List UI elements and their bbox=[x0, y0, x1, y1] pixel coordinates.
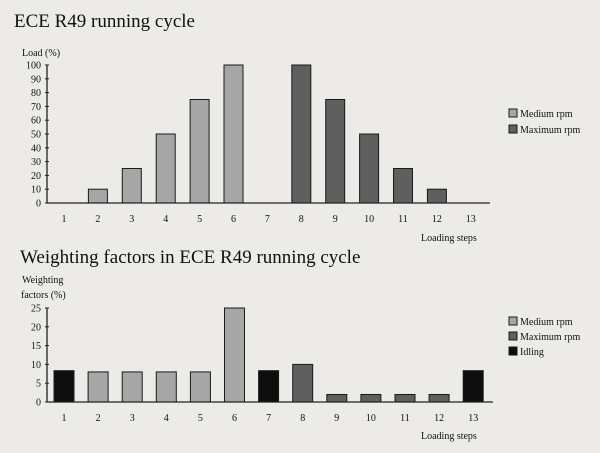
y-tick-label: 30 bbox=[31, 157, 41, 168]
bar bbox=[53, 370, 75, 403]
legend-swatch bbox=[508, 124, 518, 134]
x-tick-label: 2 bbox=[96, 413, 101, 424]
y-tick-label: 80 bbox=[31, 88, 41, 99]
legend-label: Maximum rpm bbox=[520, 332, 580, 343]
bar bbox=[325, 99, 346, 204]
y-ticks: 0 5 10 15 20 25 bbox=[31, 304, 49, 409]
x-tick-label: 12 bbox=[432, 214, 442, 225]
y-axis-label: Load (%) bbox=[22, 48, 60, 59]
y-tick-label: 0 bbox=[36, 199, 41, 210]
bar bbox=[393, 168, 413, 204]
bar bbox=[258, 370, 280, 403]
bars bbox=[53, 307, 484, 403]
x-axis-label: Loading steps bbox=[421, 233, 477, 244]
x-tick-label: 10 bbox=[364, 214, 374, 225]
x-tick-label: 13 bbox=[466, 214, 476, 225]
x-tick-label: 9 bbox=[333, 214, 338, 225]
x-tick-label: 3 bbox=[130, 413, 135, 424]
legend-swatch bbox=[508, 108, 518, 118]
bar bbox=[394, 393, 416, 403]
x-tick-label: 11 bbox=[398, 214, 408, 225]
bar bbox=[87, 188, 108, 204]
chart-title: ECE R49 running cycle bbox=[14, 11, 195, 32]
x-tick-label: 6 bbox=[232, 413, 237, 424]
bar bbox=[426, 188, 447, 204]
y-tick-label: 60 bbox=[31, 116, 41, 127]
y-tick-label: 15 bbox=[31, 341, 41, 352]
x-tick-label: 10 bbox=[366, 413, 376, 424]
bar bbox=[121, 168, 142, 204]
x-tick-label: 5 bbox=[197, 214, 202, 225]
y-tick-label: 70 bbox=[31, 102, 41, 113]
chart-weighting: Weighting factors in ECE R49 running cyc… bbox=[20, 247, 580, 442]
legend-swatch bbox=[508, 316, 518, 326]
x-tick-label: 7 bbox=[265, 214, 270, 225]
bars bbox=[87, 64, 447, 204]
y-tick-label: 0 bbox=[36, 398, 41, 409]
bar bbox=[292, 363, 314, 403]
x-ticks: 1 2 3 4 5 6 7 8 9 10 11 12 13 bbox=[62, 214, 476, 225]
bar bbox=[326, 393, 348, 403]
bar bbox=[155, 371, 177, 403]
bar bbox=[189, 371, 211, 403]
x-tick-label: 3 bbox=[129, 214, 134, 225]
bar bbox=[224, 307, 245, 403]
y-tick-label: 20 bbox=[31, 171, 41, 182]
chart-title: Weighting factors in ECE R49 running cyc… bbox=[20, 247, 360, 268]
x-tick-label: 1 bbox=[62, 413, 67, 424]
bar bbox=[360, 393, 382, 403]
y-tick-label: 10 bbox=[31, 360, 41, 371]
legend-label: Maximum rpm bbox=[520, 125, 580, 136]
x-tick-label: 2 bbox=[95, 214, 100, 225]
y-tick-label: 10 bbox=[31, 185, 41, 196]
x-ticks: 1 2 3 4 5 6 7 8 9 10 11 12 13 bbox=[62, 413, 479, 424]
y-tick-label: 40 bbox=[31, 143, 41, 154]
y-axis-label-line1: Weighting bbox=[22, 275, 63, 286]
y-tick-label: 50 bbox=[31, 130, 41, 141]
bar bbox=[87, 371, 109, 403]
chart-load: ECE R49 running cycle Load (%) 010203040… bbox=[14, 11, 580, 244]
bar bbox=[155, 133, 176, 204]
x-tick-label: 4 bbox=[163, 214, 168, 225]
bar bbox=[291, 64, 312, 204]
x-tick-label: 8 bbox=[300, 413, 305, 424]
legend: Medium rpm Maximum rpm Idling bbox=[508, 316, 580, 358]
bar bbox=[121, 371, 143, 403]
bar bbox=[223, 64, 244, 204]
x-axis-label: Loading steps bbox=[421, 431, 477, 442]
y-tick-label: 20 bbox=[31, 322, 41, 333]
bar bbox=[189, 99, 210, 204]
bar bbox=[359, 133, 380, 204]
x-tick-label: 7 bbox=[266, 413, 271, 424]
legend-swatch bbox=[508, 331, 518, 341]
x-tick-label: 9 bbox=[334, 413, 339, 424]
x-tick-label: 12 bbox=[434, 413, 444, 424]
legend-swatch bbox=[508, 346, 518, 356]
x-tick-label: 6 bbox=[231, 214, 236, 225]
bar bbox=[462, 370, 484, 403]
y-tick-label: 100 bbox=[26, 61, 41, 72]
x-tick-label: 1 bbox=[62, 214, 67, 225]
x-tick-label: 13 bbox=[468, 413, 478, 424]
y-tick-label: 90 bbox=[31, 74, 41, 85]
x-tick-label: 8 bbox=[299, 214, 304, 225]
x-tick-label: 4 bbox=[164, 413, 169, 424]
legend-label: Medium rpm bbox=[520, 109, 573, 120]
y-tick-label: 5 bbox=[36, 379, 41, 390]
y-tick-label: 25 bbox=[31, 304, 41, 315]
y-axis-label-line2: factors (%) bbox=[21, 290, 66, 301]
bar bbox=[428, 393, 450, 403]
x-tick-label: 5 bbox=[198, 413, 203, 424]
y-ticks: 0 10 20 30 40 50 60 70 80 90 100 bbox=[26, 61, 49, 210]
legend-label: Idling bbox=[520, 347, 544, 358]
legend-label: Medium rpm bbox=[520, 317, 573, 328]
legend: Medium rpm Maximum rpm bbox=[508, 108, 580, 136]
x-tick-label: 11 bbox=[400, 413, 410, 424]
